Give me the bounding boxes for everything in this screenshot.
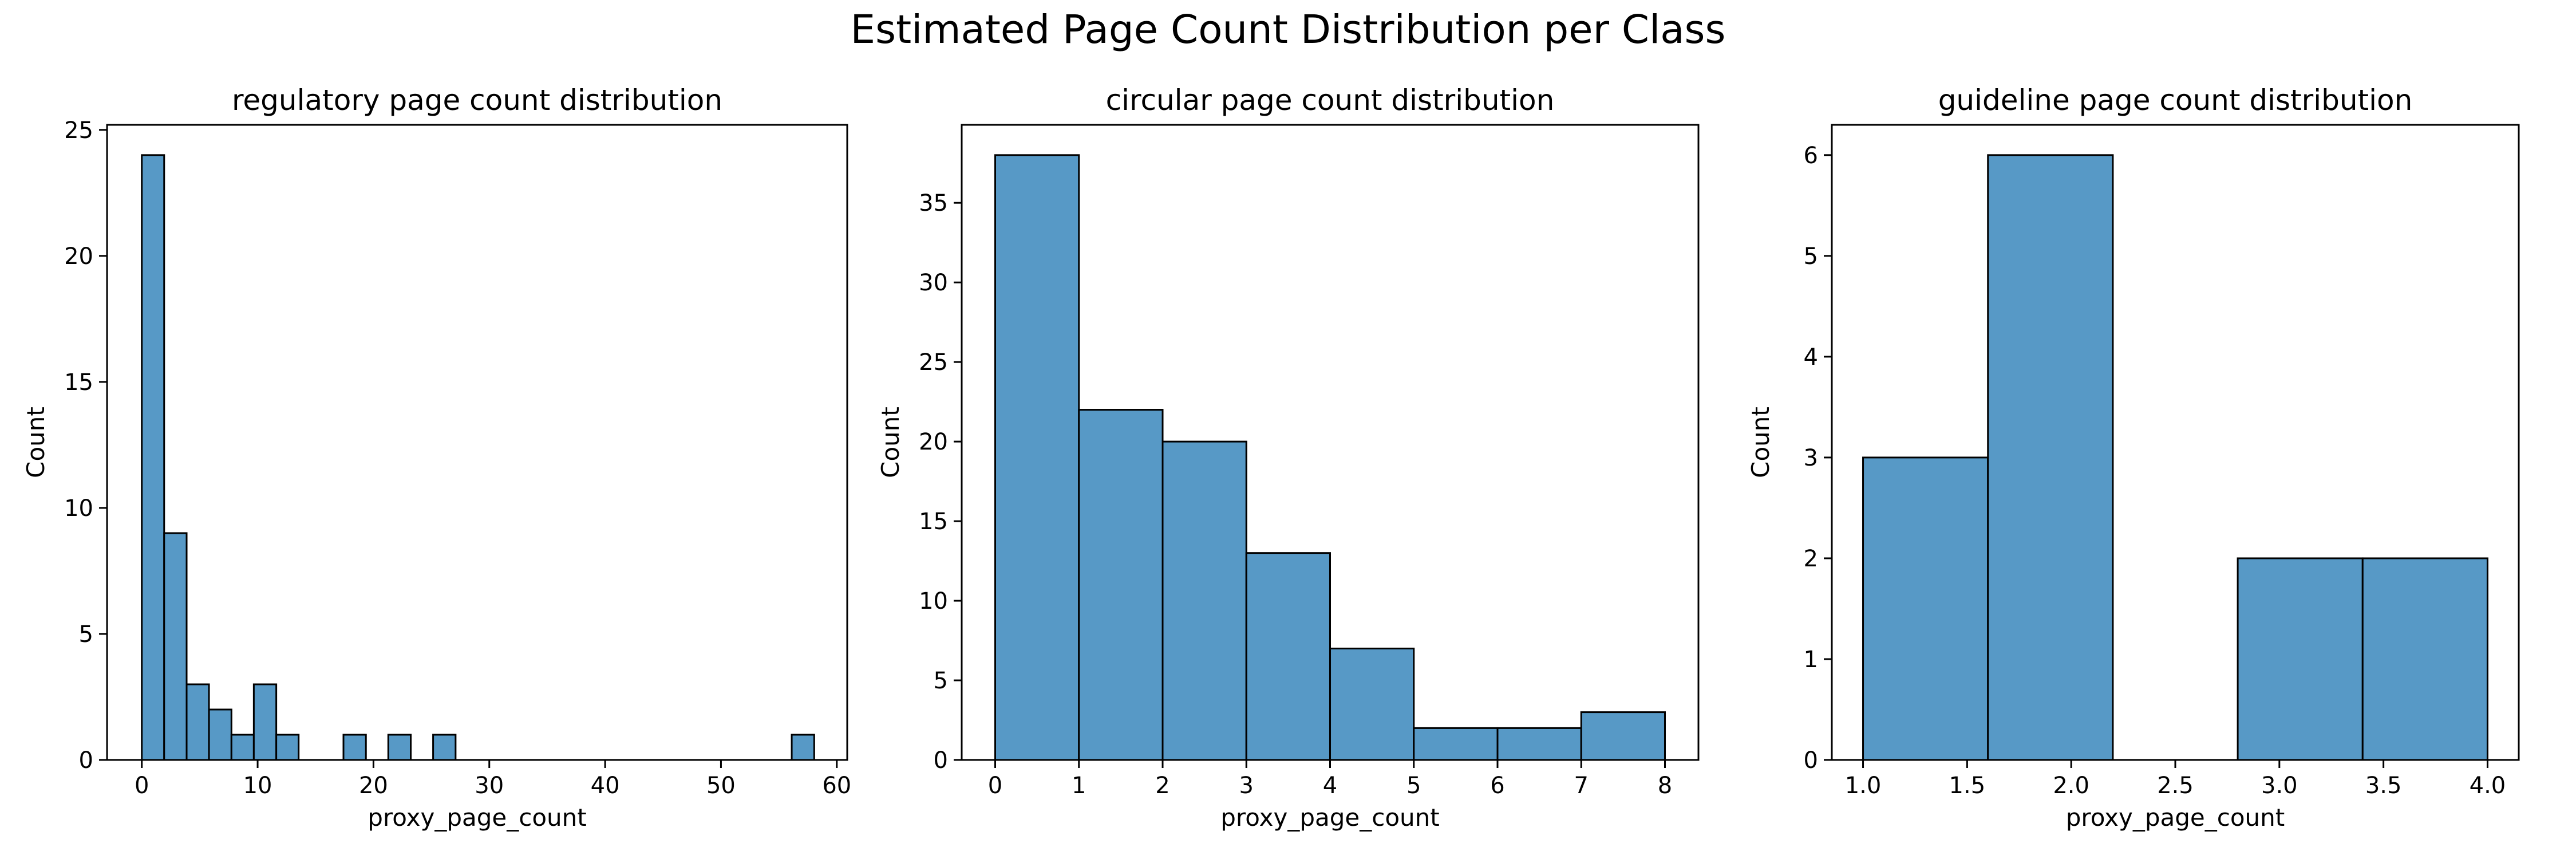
y-tick-label: 6 — [1804, 143, 1818, 169]
y-tick-label: 25 — [919, 349, 948, 376]
y-tick-label: 20 — [919, 429, 948, 455]
x-tick-label: 4.0 — [2470, 773, 2506, 799]
x-tick-label: 50 — [706, 773, 736, 799]
histogram-bar — [2361, 557, 2488, 761]
histogram-bar — [342, 734, 367, 761]
x-tick-label: 3.5 — [2365, 773, 2402, 799]
x-tick-label: 60 — [822, 773, 851, 799]
x-axis-label: proxy_page_count — [1220, 803, 1440, 832]
histogram-bar — [432, 734, 457, 761]
histogram-bar — [1496, 727, 1582, 761]
x-tick-label: 8 — [1658, 773, 1672, 799]
histogram-bar — [1987, 154, 2114, 761]
histogram-bar — [163, 532, 188, 761]
x-tick-label: 2.0 — [2053, 773, 2089, 799]
x-tick-label: 1.5 — [1949, 773, 1986, 799]
histogram-bar — [1329, 647, 1415, 761]
y-axis-label: Count — [22, 407, 50, 478]
y-tick-label: 15 — [919, 509, 948, 535]
x-tick-label: 1 — [1072, 773, 1086, 799]
histogram-bar — [208, 708, 232, 761]
y-tick-label: 0 — [1804, 747, 1818, 774]
histogram-bar — [1245, 552, 1331, 761]
x-tick-label: 10 — [243, 773, 272, 799]
x-tick-label: 4 — [1323, 773, 1337, 799]
y-tick-label: 30 — [919, 270, 948, 296]
x-tick-label: 40 — [591, 773, 620, 799]
subplot-title: circular page count distribution — [1106, 84, 1555, 117]
x-tick-label: 2.5 — [2157, 773, 2194, 799]
plot-frame — [106, 124, 848, 761]
y-tick-label: 2 — [1804, 546, 1818, 572]
histogram-bar — [185, 683, 210, 761]
histogram-bar — [1161, 440, 1247, 761]
y-tick-label: 1 — [1804, 647, 1818, 673]
subplot-1: 0 10 20 30 40 50 60 0 5 10 15 20 25 regulatory page c… — [22, 84, 851, 832]
x-tick-label: 2 — [1155, 773, 1170, 799]
histogram-bar — [1862, 456, 1989, 761]
figure-title: Estimated Page Count Distribution per Cl… — [851, 7, 1726, 53]
histogram-bar — [2237, 557, 2364, 761]
x-tick-label: 20 — [359, 773, 388, 799]
histogram-bar — [230, 734, 255, 761]
histogram-bar — [387, 734, 412, 761]
y-axis-label: Count — [1747, 407, 1775, 478]
y-tick-label: 10 — [64, 495, 93, 522]
x-tick-label: 30 — [475, 773, 504, 799]
histogram-bar — [275, 734, 300, 761]
subplot-2: 0 1 2 3 4 5 6 7 8 0 5 10 15 20 25 30 35 circular page cou… — [876, 84, 1700, 832]
y-tick-label: 35 — [919, 190, 948, 216]
x-axis-label: proxy_page_count — [2066, 803, 2285, 832]
x-axis-label: proxy_page_count — [368, 803, 587, 832]
histogram-bar — [141, 154, 165, 761]
subplot-3: 1.0 1.5 2.0 2.5 3.0 3.5 4.0 0 1 2 3 4 5 6 guideline pa… — [1747, 84, 2520, 832]
histogram-bar — [1413, 727, 1499, 761]
histogram-bar — [252, 683, 278, 761]
y-axis-label: Count — [876, 407, 904, 478]
y-tick-label: 4 — [1804, 344, 1818, 371]
subplot-title: regulatory page count distribution — [232, 84, 722, 117]
histogram-bar — [1078, 409, 1164, 761]
x-tick-label: 7 — [1574, 773, 1589, 799]
y-tick-label: 5 — [934, 668, 948, 694]
x-tick-label: 0 — [135, 773, 149, 799]
y-tick-label: 0 — [934, 747, 948, 774]
histogram-bar — [1580, 711, 1666, 761]
y-tick-label: 20 — [64, 243, 93, 270]
y-tick-label: 10 — [919, 588, 948, 614]
y-tick-label: 0 — [79, 747, 93, 774]
y-tick-label: 3 — [1804, 445, 1818, 471]
x-tick-label: 3 — [1239, 773, 1254, 799]
y-tick-label: 25 — [64, 117, 93, 144]
y-tick-label: 5 — [1804, 243, 1818, 270]
x-tick-label: 0 — [988, 773, 1002, 799]
x-tick-label: 5 — [1406, 773, 1421, 799]
histogram-bar — [791, 734, 815, 761]
histogram-bar — [994, 154, 1080, 761]
x-tick-label: 6 — [1490, 773, 1504, 799]
y-tick-label: 15 — [64, 369, 93, 396]
subplot-title: guideline page count distribution — [1938, 84, 2413, 117]
y-tick-label: 5 — [79, 621, 93, 648]
x-tick-label: 1.0 — [1845, 773, 1882, 799]
x-tick-label: 3.0 — [2261, 773, 2298, 799]
